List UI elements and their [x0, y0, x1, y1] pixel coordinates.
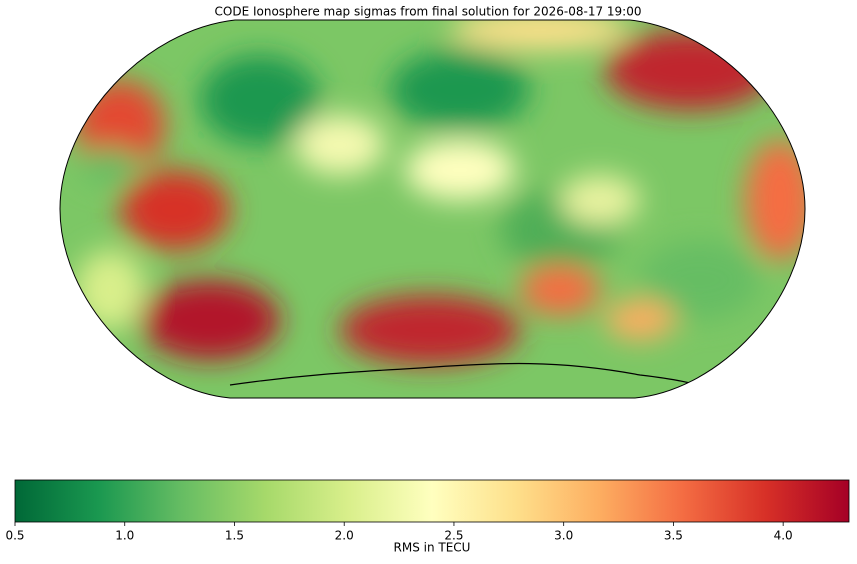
colorbar-tick-label: 1.5 [225, 529, 244, 543]
colorbar-tick-label: 1.0 [115, 529, 134, 543]
colorbar-tick-label: 0.5 [5, 529, 24, 543]
colorbar-tick-label: 4.0 [774, 529, 793, 543]
colorbar-tick-label: 3.5 [664, 529, 683, 543]
colorbar-tick-label: 3.0 [554, 529, 573, 543]
map-frame [59, 19, 806, 399]
title: CODE Ionosphere map sigmas from final so… [215, 5, 642, 19]
colorbar-tick-label: 2.5 [444, 529, 463, 543]
map-field [60, 20, 805, 398]
colorbar-tick-label: 2.0 [335, 529, 354, 543]
colorbar [14, 479, 850, 523]
colorbar-label: RMS in TECU [394, 541, 471, 555]
